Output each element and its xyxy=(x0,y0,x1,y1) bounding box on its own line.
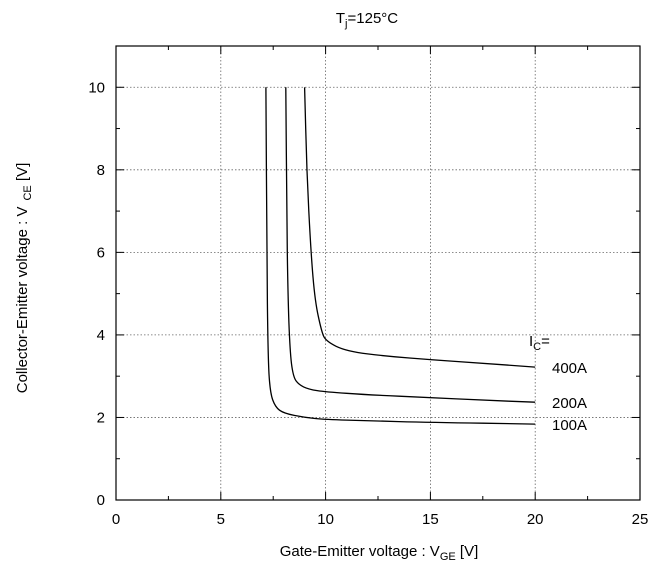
y-tick-label: 0 xyxy=(97,492,105,509)
chart-title-rest: =125°C xyxy=(348,10,399,27)
y-tick-label: 2 xyxy=(97,409,105,426)
x-tick-label: 15 xyxy=(422,511,439,528)
chart-title: Tj=125°C xyxy=(336,10,398,30)
x-axis-label: Gate-Emitter voltage : VGE [V] xyxy=(280,543,479,563)
x-tick-label: 0 xyxy=(112,511,120,528)
y-axis-label-sub: CE xyxy=(22,185,34,200)
series-lines xyxy=(265,87,536,425)
legend-header-rest: = xyxy=(541,333,550,350)
series-line-1 xyxy=(285,87,536,403)
series-label-0: 400A xyxy=(552,360,587,377)
series-label-1: 200A xyxy=(552,395,587,412)
y-tick-label: 8 xyxy=(97,162,105,179)
x-axis-label-rest: [V] xyxy=(456,543,479,560)
chart-title-main: T xyxy=(336,10,345,27)
series-line-0 xyxy=(303,87,536,368)
x-axis-label-sub: GE xyxy=(440,551,456,563)
y-axis-label-main: Collector-Emitter voltage : V xyxy=(14,207,31,394)
y-tick-label: 10 xyxy=(88,79,105,96)
legend-header-sub: C xyxy=(533,341,541,353)
x-tick-label: 5 xyxy=(217,511,225,528)
grid xyxy=(116,46,640,500)
x-tick-label: 10 xyxy=(317,511,334,528)
y-axis-label: Collector-Emitter voltage : V CE [V] xyxy=(14,163,34,394)
chart-title-sub: j xyxy=(344,18,347,30)
series-labels: 400A 200A 100A xyxy=(552,360,587,434)
legend-header-main: I xyxy=(529,333,533,350)
series-label-2: 100A xyxy=(552,417,587,434)
x-axis-label-main: Gate-Emitter voltage : V xyxy=(280,543,440,560)
series-line-2 xyxy=(265,87,536,425)
x-tick-label: 20 xyxy=(527,511,544,528)
plot-frame xyxy=(115,45,641,501)
axis-ticks: 0 5 10 15 20 25 0 2 4 6 8 10 xyxy=(88,45,649,528)
y-tick-label: 4 xyxy=(97,327,105,344)
x-tick-label: 25 xyxy=(632,511,649,528)
y-tick-label: 6 xyxy=(97,244,105,261)
y-axis-label-rest: [V] xyxy=(14,163,31,186)
legend-header: IC= xyxy=(529,333,550,353)
